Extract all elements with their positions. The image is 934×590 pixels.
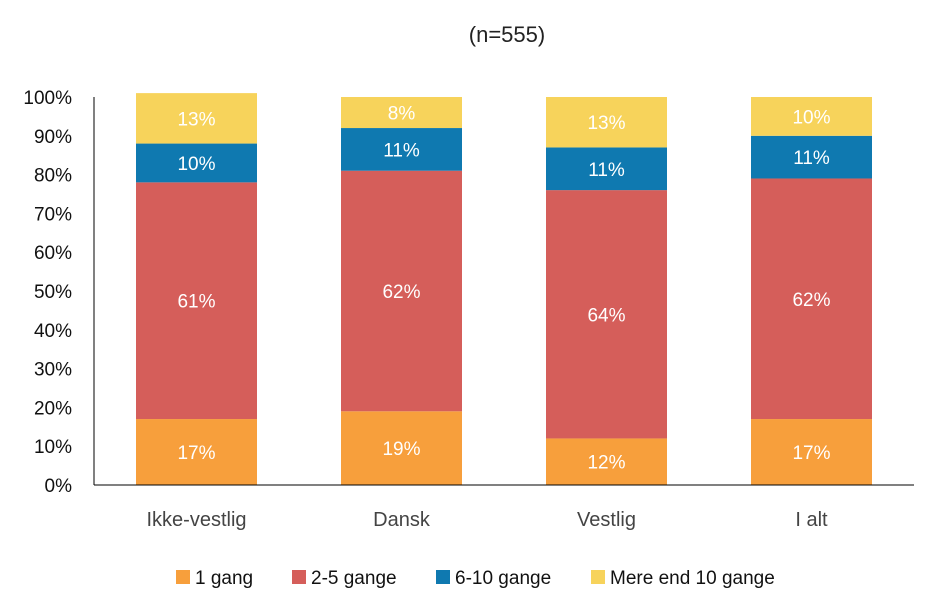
data-label: 17% (792, 443, 830, 464)
data-label: 11% (793, 148, 830, 169)
legend-label: 6-10 gange (455, 568, 551, 589)
chart-subtitle: (n=555) (469, 22, 545, 47)
data-label: 17% (177, 443, 215, 464)
data-label: 62% (792, 290, 830, 311)
legend-label: 2-5 gange (311, 568, 397, 589)
y-tick-label: 0% (45, 476, 73, 497)
data-label: 61% (177, 292, 215, 313)
bar-segment (751, 419, 872, 485)
x-category-label: I alt (795, 509, 828, 531)
y-tick-label: 70% (34, 204, 72, 225)
bar-segment (751, 97, 872, 136)
bar-segment (751, 135, 872, 179)
y-axis: 0% 10% 20% 30% 40% 50% 60% 70% 80% 90% 100% (23, 88, 95, 497)
data-label: 8% (388, 104, 416, 125)
x-category-label: Dansk (373, 509, 431, 531)
bar-segment (546, 97, 667, 148)
data-label: 11% (383, 140, 420, 161)
y-tick-label: 100% (23, 88, 72, 109)
legend-swatch (436, 570, 450, 584)
bars: 17% 61% 10% 13% 19% 62% 11% 8% 12% 64% 11% 13% 17% 62… (136, 93, 872, 485)
bar-segment (341, 97, 462, 129)
y-tick-label: 30% (34, 360, 72, 381)
legend-item: 2-5 gange (292, 568, 397, 589)
data-label: 12% (587, 453, 625, 474)
y-tick-label: 20% (34, 398, 72, 419)
bar-stack: 19% 62% 11% 8% (341, 97, 462, 485)
bar-segment (341, 411, 462, 485)
x-category-label: Ikke-vestlig (146, 509, 246, 531)
y-tick-label: 10% (34, 437, 72, 458)
bar-segment (136, 93, 257, 144)
legend-label: Mere end 10 gange (610, 568, 775, 589)
data-label: 19% (382, 439, 420, 460)
data-label: 13% (587, 113, 625, 134)
bar-segment (546, 438, 667, 485)
legend-item: Mere end 10 gange (591, 568, 775, 589)
legend-item: 6-10 gange (436, 568, 551, 589)
bar-segment (546, 190, 667, 439)
data-label: 62% (382, 282, 420, 303)
data-label: 10% (177, 154, 215, 175)
bar-segment (136, 143, 257, 183)
y-tick-label: 90% (34, 127, 72, 148)
bar-stack: 17% 61% 10% 13% (136, 93, 257, 485)
legend-label: 1 gang (195, 568, 253, 589)
bar-segment (136, 182, 257, 420)
bar-segment (546, 147, 667, 191)
data-label: 13% (177, 109, 215, 130)
legend-swatch (176, 570, 190, 584)
data-label: 64% (587, 305, 625, 326)
bar-segment (751, 178, 872, 420)
x-axis: Ikke-vestlig Dansk Vestlig I alt (94, 484, 914, 531)
y-tick-label: 80% (34, 166, 72, 187)
legend: 1 gang 2-5 gange 6-10 gange Mere end 10 gan… (176, 568, 775, 589)
x-category-label: Vestlig (577, 509, 636, 531)
bar-segment (341, 170, 462, 412)
bar-segment (136, 419, 257, 485)
data-label: 11% (588, 160, 625, 181)
bar-stack: 17% 62% 11% 10% (751, 97, 872, 485)
y-tick-label: 50% (34, 282, 72, 303)
y-tick-label: 40% (34, 321, 72, 342)
legend-item: 1 gang (176, 568, 253, 589)
legend-swatch (292, 570, 306, 584)
y-tick-label: 60% (34, 243, 72, 264)
bar-segment (341, 128, 462, 171)
data-label: 10% (792, 107, 830, 128)
legend-swatch (591, 570, 605, 584)
bar-stack: 12% 64% 11% 13% (546, 97, 667, 485)
